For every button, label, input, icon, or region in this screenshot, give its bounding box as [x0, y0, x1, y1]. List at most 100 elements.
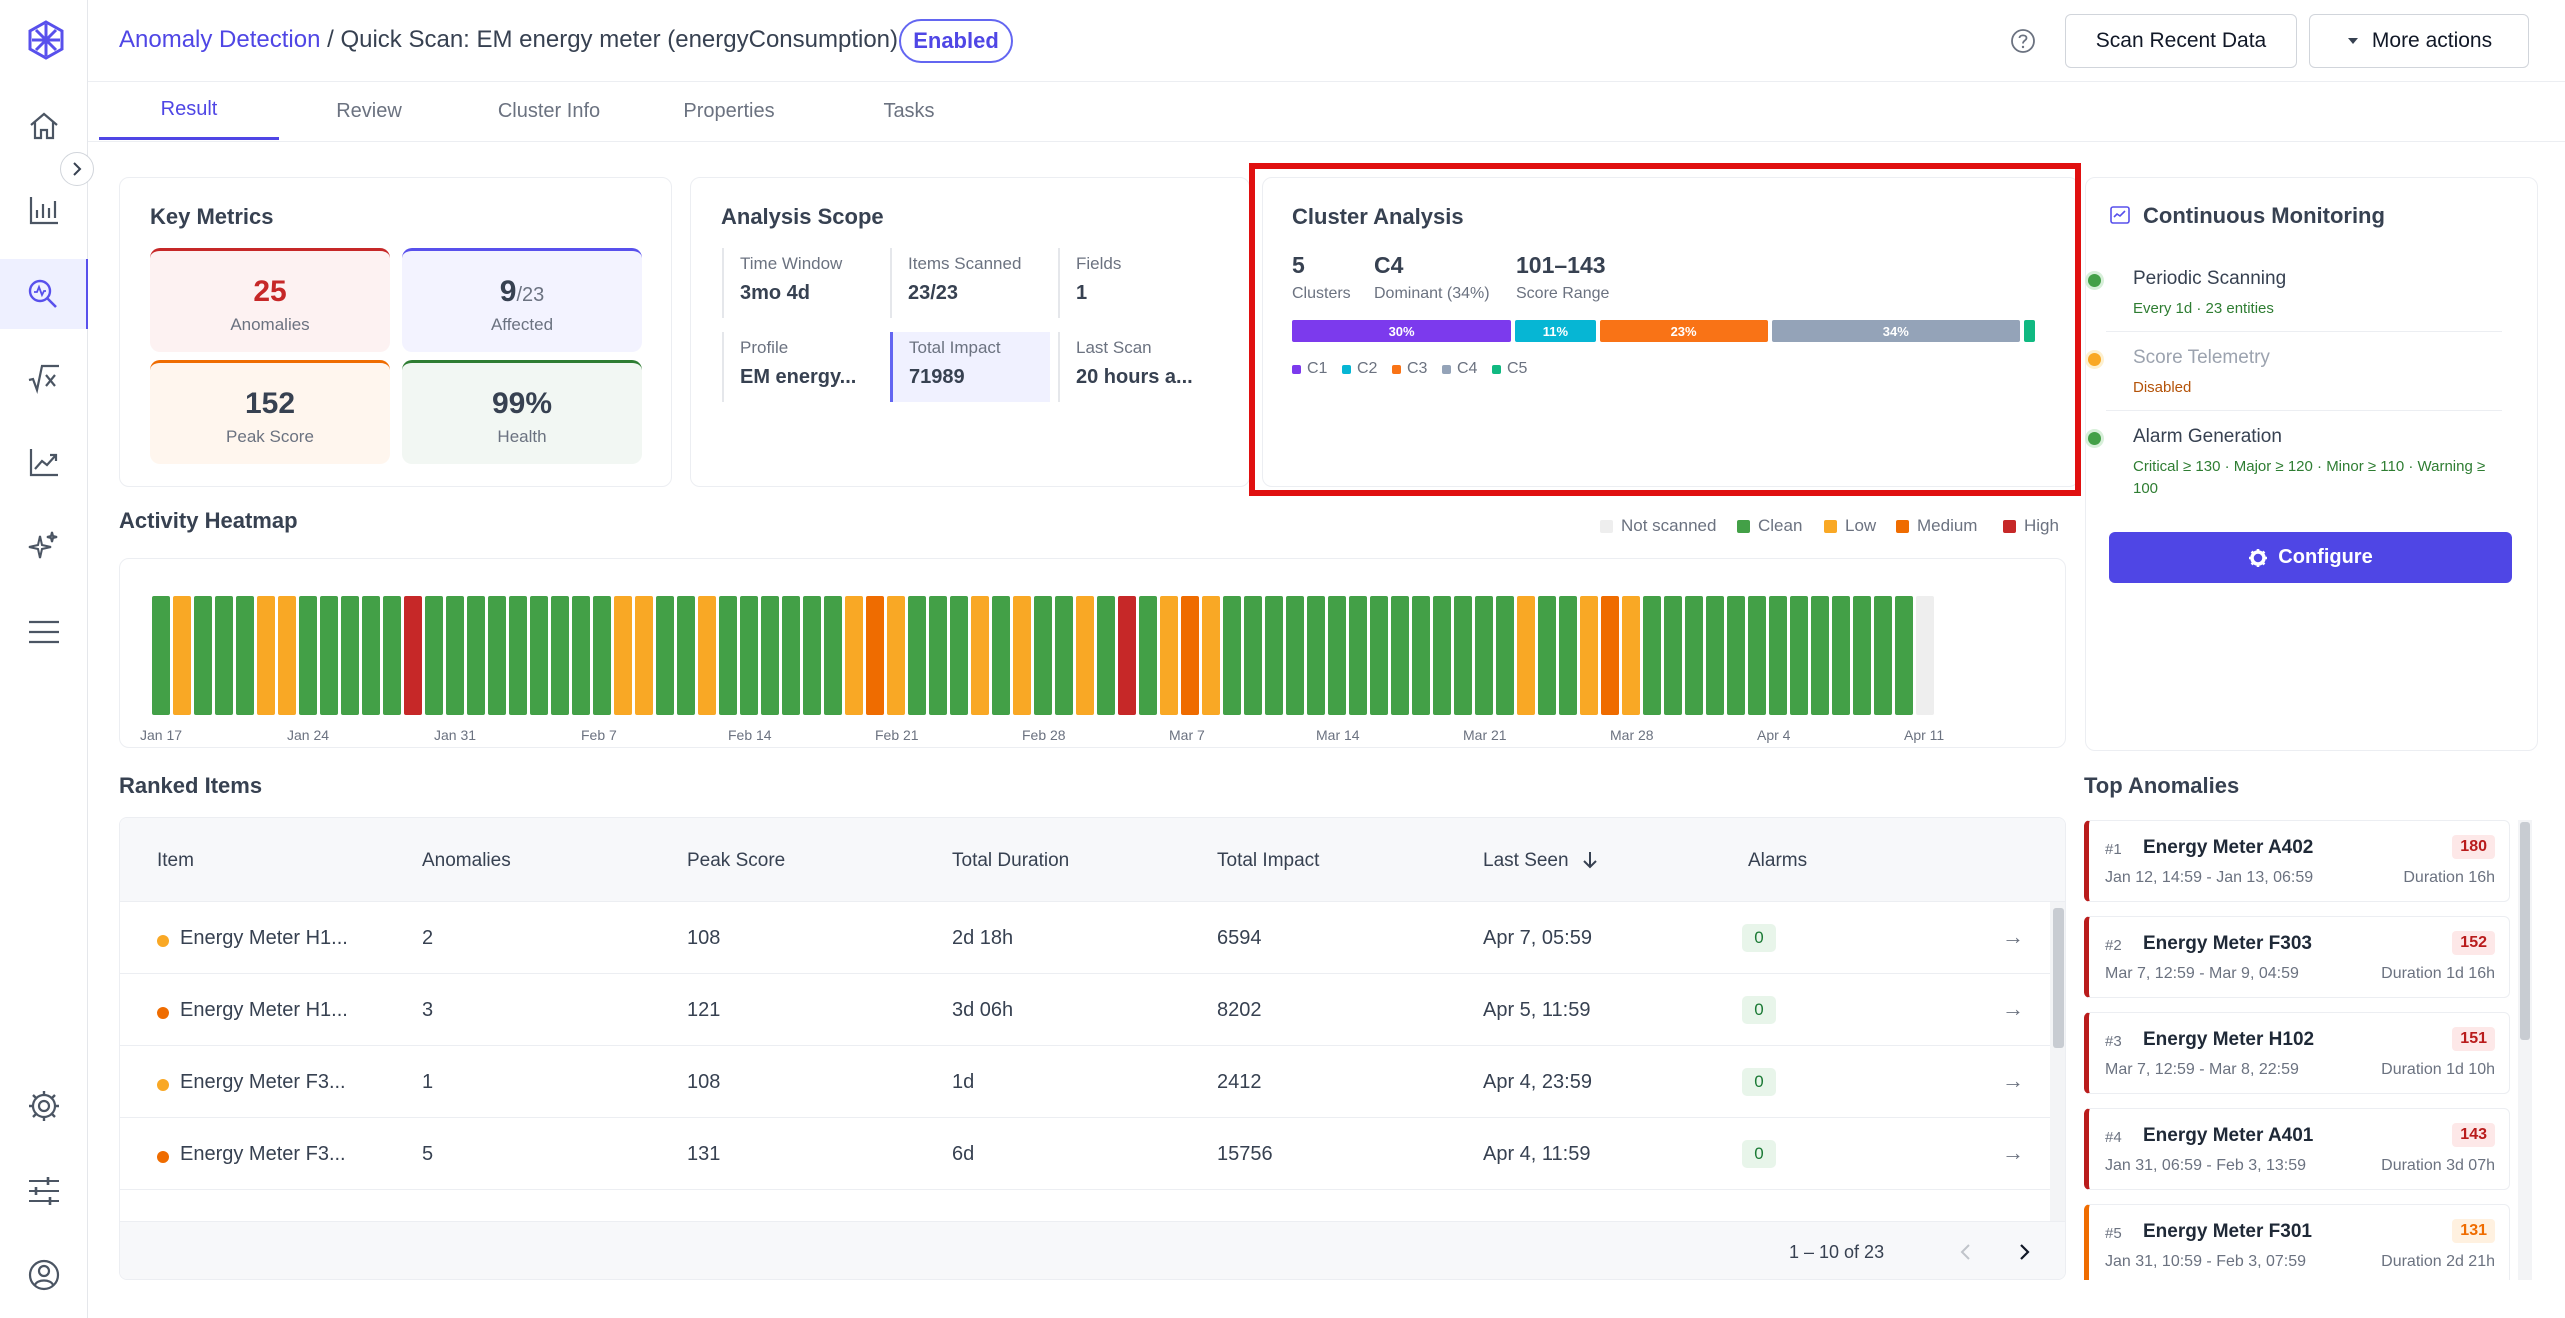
heatmap-day-clean[interactable]	[1769, 596, 1787, 715]
column-header-alarms[interactable]: Alarms	[1748, 850, 1808, 871]
top-anomalies-scrollbar-thumb[interactable]	[2520, 822, 2530, 1040]
heatmap-day-clean[interactable]	[1307, 596, 1325, 715]
heatmap-day-clean[interactable]	[551, 596, 569, 715]
heatmap-day-clean[interactable]	[1034, 596, 1052, 715]
heatmap-day-clean[interactable]	[1853, 596, 1871, 715]
table-scrollbar-thumb[interactable]	[2053, 908, 2064, 1048]
heatmap-day-clean[interactable]	[446, 596, 464, 715]
heatmap-day-clean[interactable]	[908, 596, 926, 715]
heatmap-day-clean[interactable]	[1391, 596, 1409, 715]
heatmap-day-clean[interactable]	[1139, 596, 1157, 715]
heatmap-day-clean[interactable]	[950, 596, 968, 715]
tab-cluster-info[interactable]: Cluster Info	[497, 99, 601, 122]
top-anomaly-card[interactable]: #3 Energy Meter H102 Mar 7, 12:59 - Mar 8,…	[2084, 1012, 2510, 1094]
heatmap-day-clean[interactable]	[656, 596, 674, 715]
heatmap-day-clean[interactable]	[530, 596, 548, 715]
heatmap-day-low[interactable]	[845, 596, 863, 715]
heatmap-day-clean[interactable]	[677, 596, 695, 715]
column-header-last-seen[interactable]: Last Seen	[1483, 850, 1569, 871]
home-icon[interactable]	[0, 91, 88, 161]
heatmap-day-clean[interactable]	[719, 596, 737, 715]
heatmap-day-clean[interactable]	[1874, 596, 1892, 715]
heatmap-day-low[interactable]	[257, 596, 275, 715]
cell-item[interactable]: Energy Meter F3...	[180, 1071, 346, 1093]
column-header-anomalies[interactable]: Anomalies	[422, 850, 511, 871]
trend-icon[interactable]	[0, 427, 88, 497]
more-actions-button[interactable]: More actions	[2309, 14, 2529, 68]
monitoring-score-telemetry[interactable]: Score Telemetry Disabled	[2088, 347, 2506, 399]
heatmap-day-low[interactable]	[278, 596, 296, 715]
heatmap-day-clean[interactable]	[1097, 596, 1115, 715]
heatmap-day-low[interactable]	[698, 596, 716, 715]
column-header-total-duration[interactable]: Total Duration	[952, 850, 1070, 871]
bar-chart-icon[interactable]	[0, 175, 88, 245]
heatmap-day-clean[interactable]	[1727, 596, 1745, 715]
arrow-right-icon[interactable]: →	[2002, 996, 2024, 1021]
heatmap-day-clean[interactable]	[509, 596, 527, 715]
configure-button[interactable]: Configure	[2109, 532, 2512, 583]
heatmap-day-clean[interactable]	[1454, 596, 1472, 715]
heatmap-day-clean[interactable]	[572, 596, 590, 715]
heatmap-day-low[interactable]	[635, 596, 653, 715]
cluster-segment-c5[interactable]	[2024, 320, 2035, 342]
top-anomaly-card[interactable]: #1 Energy Meter A402 Jan 12, 14:59 - Jan 1…	[2084, 820, 2510, 902]
arrow-right-icon[interactable]: →	[2002, 924, 2024, 949]
user-avatar-icon[interactable]	[0, 1240, 88, 1310]
heatmap-day-clean[interactable]	[1685, 596, 1703, 715]
heatmap-day-low[interactable]	[1160, 596, 1178, 715]
heatmap-day-low[interactable]	[1517, 596, 1535, 715]
heatmap-day-clean[interactable]	[1664, 596, 1682, 715]
heatmap-day-low[interactable]	[173, 596, 191, 715]
tab-tasks[interactable]: Tasks	[883, 99, 935, 122]
table-row[interactable]: Energy Meter H1... 2 108 2d 18h 6594 Apr 7, 0…	[120, 902, 2050, 974]
heatmap-day-clean[interactable]	[215, 596, 233, 715]
heatmap-day-clean[interactable]	[341, 596, 359, 715]
heatmap-day-clean[interactable]	[152, 596, 170, 715]
heatmap-day-clean[interactable]	[1244, 596, 1262, 715]
heatmap-day-clean[interactable]	[1055, 596, 1073, 715]
heatmap-day-clean[interactable]	[383, 596, 401, 715]
heatmap-day-medium[interactable]	[1181, 596, 1199, 715]
next-page-icon[interactable]	[2014, 1242, 2034, 1262]
sidebar-expand-button[interactable]	[60, 152, 94, 186]
cluster-segment-c3[interactable]: 23%	[1599, 320, 1768, 342]
sparkle-icon[interactable]	[0, 511, 88, 581]
formula-icon[interactable]	[0, 343, 88, 413]
scan-recent-data-button[interactable]: Scan Recent Data	[2065, 14, 2297, 68]
heatmap-day-clean[interactable]	[1328, 596, 1346, 715]
heatmap-day-low[interactable]	[1076, 596, 1094, 715]
heatmap-day-low[interactable]	[887, 596, 905, 715]
heatmap-day-clean[interactable]	[362, 596, 380, 715]
heatmap-day-clean[interactable]	[488, 596, 506, 715]
heatmap-day-clean[interactable]	[1643, 596, 1661, 715]
heatmap-day-clean[interactable]	[1496, 596, 1514, 715]
sliders-icon[interactable]	[0, 1156, 88, 1226]
column-header-peak-score[interactable]: Peak Score	[687, 850, 786, 871]
monitoring-periodic-scanning[interactable]: Periodic Scanning Every 1d · 23 entities	[2088, 268, 2506, 320]
cell-item[interactable]: Energy Meter F3...	[180, 1143, 346, 1165]
heatmap-day-low[interactable]	[1622, 596, 1640, 715]
heatmap-day-clean[interactable]	[236, 596, 254, 715]
cell-item[interactable]: Energy Meter H1...	[180, 999, 348, 1021]
heatmap-day-clean[interactable]	[467, 596, 485, 715]
heatmap-day-clean[interactable]	[992, 596, 1010, 715]
heatmap-day-clean[interactable]	[320, 596, 338, 715]
tab-review[interactable]: Review	[336, 99, 402, 122]
previous-page-icon[interactable]	[1956, 1242, 1976, 1262]
heatmap-day-low[interactable]	[1580, 596, 1598, 715]
heatmap-day-clean[interactable]	[593, 596, 611, 715]
heatmap-day-high[interactable]	[404, 596, 422, 715]
heatmap-day-medium[interactable]	[1601, 596, 1619, 715]
tab-result[interactable]: Result	[99, 82, 279, 140]
heatmap-day-clean[interactable]	[1370, 596, 1388, 715]
top-anomaly-card[interactable]: #5 Energy Meter F301 Jan 31, 10:59 - Feb 3…	[2084, 1204, 2510, 1280]
heatmap-day-clean[interactable]	[1832, 596, 1850, 715]
settings-gear-icon[interactable]	[0, 1071, 88, 1141]
heatmap-day-low[interactable]	[1202, 596, 1220, 715]
anomaly-search-icon[interactable]	[0, 259, 88, 329]
heatmap-day-clean[interactable]	[1265, 596, 1283, 715]
heatmap-day-medium[interactable]	[866, 596, 884, 715]
heatmap-day-clean[interactable]	[1286, 596, 1304, 715]
arrow-right-icon[interactable]: →	[2002, 1140, 2024, 1165]
heatmap-day-clean[interactable]	[1349, 596, 1367, 715]
